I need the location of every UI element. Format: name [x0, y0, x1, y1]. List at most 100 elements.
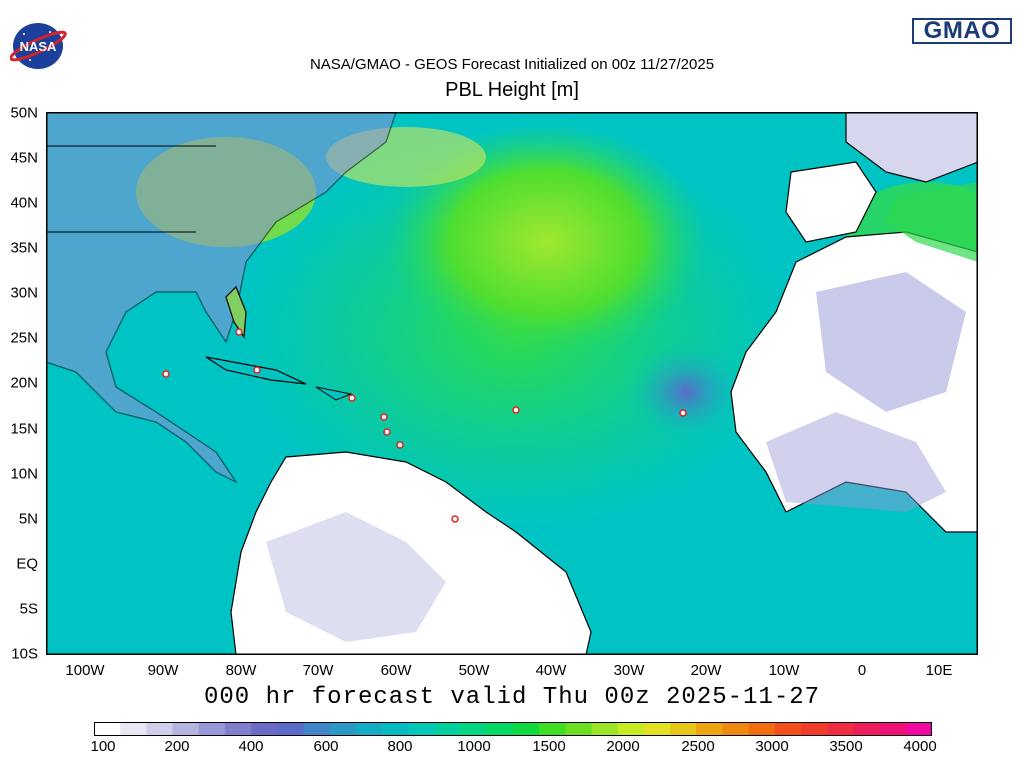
colorbar-swatch [382, 722, 409, 736]
colorbar-swatch [774, 722, 802, 736]
colorbar-swatch [224, 722, 252, 736]
colorbar-label: 3500 [829, 738, 863, 755]
colorbar-swatch [277, 722, 304, 736]
lon-label: 90W [147, 662, 179, 679]
lat-label: 25N [10, 329, 38, 347]
colorbar-swatch [696, 722, 723, 736]
colorbar-swatch [565, 722, 593, 736]
colorbar-swatch [617, 722, 645, 736]
colorbar-swatch [460, 722, 488, 736]
lon-label: 80W [225, 662, 257, 679]
colorbar-swatch [434, 722, 462, 736]
city-markers [162, 328, 687, 523]
colorbar-label: 800 [387, 738, 413, 755]
sahara-shading [816, 272, 966, 412]
colorbar-swatch [329, 722, 357, 736]
city-marker [679, 409, 687, 417]
colorbar-label: 100 [90, 738, 116, 755]
lat-label: 40N [10, 194, 38, 212]
city-marker [383, 428, 391, 436]
colorbar-label: 200 [164, 738, 190, 755]
lat-label: 10S [11, 645, 38, 663]
colorbar-swatch [198, 722, 226, 736]
pbl-low-region [626, 342, 746, 442]
north-america-land [46, 112, 397, 484]
colorbar-swatch [539, 722, 566, 736]
lat-label: 50N [10, 104, 38, 122]
city-marker [162, 370, 170, 378]
pbl-peak-region [386, 122, 706, 362]
city-marker [348, 394, 356, 402]
lat-label: 20N [10, 374, 38, 392]
lon-label: 60W [380, 662, 412, 679]
colorbar-label: 4000 [903, 738, 937, 755]
colorbar-label: 2500 [681, 738, 715, 755]
colorbar [94, 722, 932, 736]
lat-label: 30N [10, 284, 38, 302]
colorbar-swatch [748, 722, 776, 736]
lon-label: 50W [458, 662, 490, 679]
colorbar-swatch [827, 722, 854, 736]
colorbar-swatch [905, 722, 932, 736]
colorbar-swatch [355, 722, 383, 736]
colorbar-swatch [146, 722, 174, 736]
lat-label: EQ [16, 555, 38, 573]
west-africa-shading [766, 412, 946, 512]
colorbar-border [94, 722, 932, 736]
colorbar-swatch [670, 722, 697, 736]
lat-label: 35N [10, 239, 38, 257]
colorbar-swatch [879, 722, 907, 736]
colorbar-swatch [853, 722, 881, 736]
nasa-logo: NASA [10, 23, 67, 69]
colorbar-label: 600 [313, 738, 339, 755]
colorbar-label: 3000 [755, 738, 789, 755]
lon-label: 20W [690, 662, 722, 679]
colorbar-swatch [408, 722, 435, 736]
lon-label: 70W [302, 662, 334, 679]
lon-label: 100W [65, 662, 105, 679]
colorbar-label: 1500 [532, 738, 566, 755]
city-marker [451, 515, 459, 523]
lat-label: 15N [10, 420, 38, 438]
colorbar-swatch [120, 722, 147, 736]
colorbar-label: 400 [238, 738, 264, 755]
lat-label: 5N [18, 510, 38, 528]
lat-label: 10N [10, 465, 38, 483]
lat-label: 45N [10, 149, 38, 167]
pbl-height-map [46, 112, 978, 655]
lon-label: 0 [857, 662, 867, 679]
colorbar-swatch [591, 722, 619, 736]
lat-label: 5S [19, 600, 38, 618]
colorbar-swatch [513, 722, 540, 736]
colorbar-swatch [94, 722, 121, 736]
page-title: NASA/GMAO - GEOS Forecast Initialized on… [309, 56, 715, 73]
colorbar-swatch [722, 722, 750, 736]
europe-land [845, 112, 978, 183]
colorbar-swatch [486, 722, 514, 736]
city-marker [235, 328, 243, 336]
hispaniola-land [315, 386, 353, 401]
colorbar-swatch [801, 722, 828, 736]
colorbar-label: 2000 [606, 738, 640, 755]
nasa-logo-text: NASA [20, 39, 57, 54]
forecast-valid-time: 000 hr forecast valid Thu 00z 2025-11-27 [203, 684, 821, 711]
north-africa-coast [886, 182, 978, 262]
colorbar-swatch [172, 722, 200, 736]
variable-title: PBL Height [m] [445, 79, 579, 101]
lon-label: 10W [768, 662, 800, 679]
iberia-land [785, 161, 877, 243]
map-border [46, 112, 978, 655]
colorbar-label: 1000 [457, 738, 491, 755]
colorbar-swatch [251, 722, 278, 736]
colorbar-swatch [303, 722, 331, 736]
lon-label: 30W [613, 662, 645, 679]
city-marker [380, 413, 388, 421]
city-marker [512, 406, 520, 414]
colorbar-swatch [643, 722, 671, 736]
city-marker [253, 366, 261, 374]
south-america-shading [266, 512, 446, 642]
gmao-logo: GMAO [912, 18, 1012, 44]
lon-label: 40W [535, 662, 567, 679]
lon-label: 10E [925, 662, 953, 679]
city-marker [396, 441, 404, 449]
